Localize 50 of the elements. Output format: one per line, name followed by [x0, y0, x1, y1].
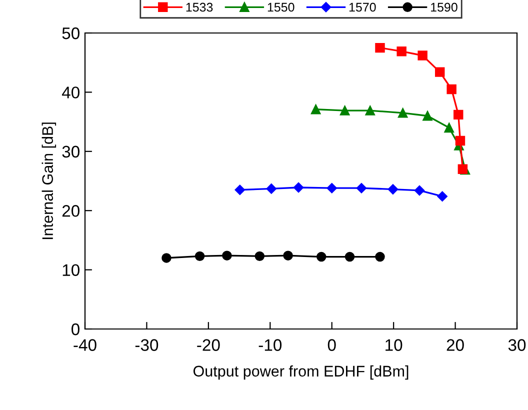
- x-tick-label: -10: [258, 339, 282, 351]
- point: [222, 250, 232, 260]
- x-tick-label: 0: [328, 339, 336, 351]
- point: [444, 122, 454, 133]
- point: [446, 84, 456, 94]
- point: [455, 136, 466, 146]
- point: [365, 106, 375, 116]
- point: [356, 182, 367, 194]
- point: [162, 253, 172, 263]
- point: [234, 184, 246, 195]
- point: [437, 191, 448, 202]
- point: [398, 108, 408, 118]
- x-tick-label: 30: [508, 339, 526, 351]
- x-tick-label: 20: [446, 339, 464, 351]
- x-tick-label: -40: [74, 339, 96, 351]
- x-axis-title: Output power from EDHF [dBm]: [193, 365, 408, 380]
- point: [340, 106, 350, 116]
- point: [388, 184, 398, 194]
- point: [316, 252, 326, 262]
- point: [254, 251, 265, 262]
- point: [344, 252, 355, 262]
- point: [422, 111, 432, 121]
- y-tick-label: 10: [62, 264, 80, 276]
- y-axis-title: Internal Gain [dB]: [42, 122, 56, 240]
- point: [375, 252, 385, 262]
- y-tick-label: 30: [62, 146, 80, 158]
- point: [326, 182, 337, 194]
- x-tick-label: -30: [135, 339, 158, 351]
- point: [458, 164, 468, 174]
- point: [454, 110, 464, 120]
- x-tick-label: 10: [386, 339, 402, 351]
- point: [434, 67, 445, 77]
- x-tick-label: -20: [197, 339, 220, 351]
- y-tick-label: 0: [72, 323, 80, 336]
- y-tick-label: 20: [62, 205, 80, 217]
- point: [194, 251, 205, 262]
- legend-label: 1533: [186, 2, 213, 12]
- point: [414, 185, 425, 196]
- y-tick-label: 40: [62, 86, 80, 98]
- point: [310, 104, 321, 114]
- point: [283, 250, 293, 260]
- legend-label: 1550: [268, 2, 294, 12]
- legend-label: 1590: [431, 2, 458, 12]
- point: [293, 182, 304, 193]
- point: [418, 50, 428, 60]
- point: [375, 42, 385, 53]
- point: [396, 46, 406, 56]
- legend-label: 1570: [349, 2, 376, 12]
- y-tick-label: 50: [62, 27, 80, 40]
- point: [266, 184, 276, 194]
